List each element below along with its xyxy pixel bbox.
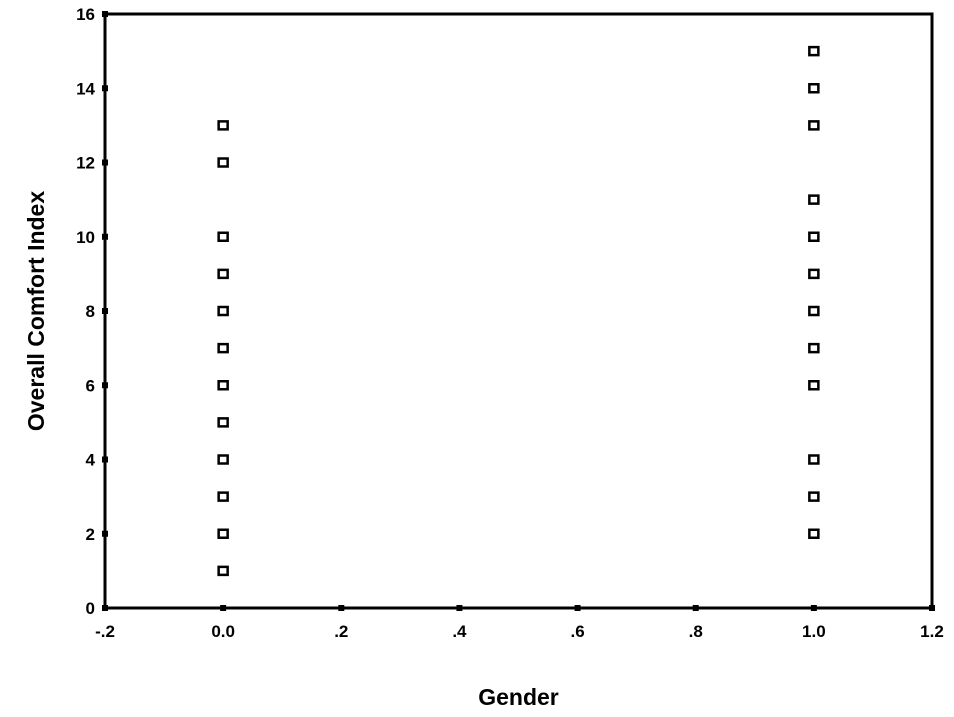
x-tick-label: -.2 (95, 622, 115, 641)
x-tick-mark (220, 605, 227, 611)
data-point (217, 268, 229, 280)
x-tick-mark (810, 605, 817, 611)
data-point (217, 120, 229, 131)
y-tick-mark (102, 605, 108, 611)
x-tick-mark (574, 605, 581, 611)
y-tick-label: 14 (76, 79, 95, 98)
y-tick-mark (102, 85, 108, 92)
x-axis-ticks: -.2 0.0 .2 .4 .6 .8 1.0 1.2 (95, 605, 944, 641)
plot-area-frame (103, 12, 934, 610)
y-tick-label: 16 (76, 5, 95, 24)
data-point (217, 380, 229, 391)
x-tick-label: .6 (570, 622, 584, 641)
y-tick-label: 8 (86, 302, 95, 321)
y-tick-label: 10 (76, 228, 95, 247)
x-tick-label: .2 (334, 622, 348, 641)
data-point (217, 342, 229, 354)
data-point (217, 417, 229, 428)
y-tick-mark (102, 159, 108, 166)
y-tick-label: 0 (86, 599, 95, 618)
data-point (217, 305, 229, 317)
data-point (808, 45, 820, 57)
data-point (808, 231, 820, 242)
x-tick-mark (929, 605, 935, 611)
x-tick-label: 1.0 (802, 622, 826, 641)
data-point (808, 380, 820, 391)
y-tick-label: 2 (86, 525, 95, 544)
x-tick-label: .4 (452, 622, 467, 641)
y-tick-label: 12 (76, 154, 95, 173)
data-point (808, 268, 820, 280)
data-point (808, 120, 820, 131)
data-point (217, 231, 229, 242)
data-point (217, 565, 229, 577)
y-tick-mark (102, 233, 108, 240)
y-tick-mark (102, 382, 108, 389)
y-axis-title: Overall Comfort Index (23, 191, 49, 431)
x-tick-mark (692, 605, 699, 611)
y-tick-mark (102, 530, 108, 537)
x-axis-title: Gender (478, 684, 559, 710)
data-point (808, 342, 820, 354)
data-point (808, 305, 820, 317)
x-tick-label: .8 (689, 622, 703, 641)
data-point (808, 528, 820, 539)
y-tick-mark (102, 456, 108, 463)
x-tick-label: 1.2 (920, 622, 944, 641)
data-point (217, 157, 229, 168)
x-tick-mark (456, 605, 463, 611)
data-point (217, 454, 229, 465)
data-point (217, 528, 229, 539)
data-point (808, 194, 820, 205)
data-point (808, 83, 820, 94)
data-point (217, 491, 229, 502)
y-tick-label: 6 (86, 376, 95, 395)
y-tick-label: 4 (86, 451, 96, 470)
data-point (808, 491, 820, 502)
y-tick-mark (102, 308, 108, 314)
y-axis-ticks: 0 2 4 6 8 10 12 14 16 (76, 5, 108, 618)
y-tick-mark (102, 11, 108, 17)
data-points (217, 45, 820, 577)
x-tick-mark (338, 605, 345, 611)
data-point (808, 454, 820, 465)
x-tick-label: 0.0 (211, 622, 235, 641)
